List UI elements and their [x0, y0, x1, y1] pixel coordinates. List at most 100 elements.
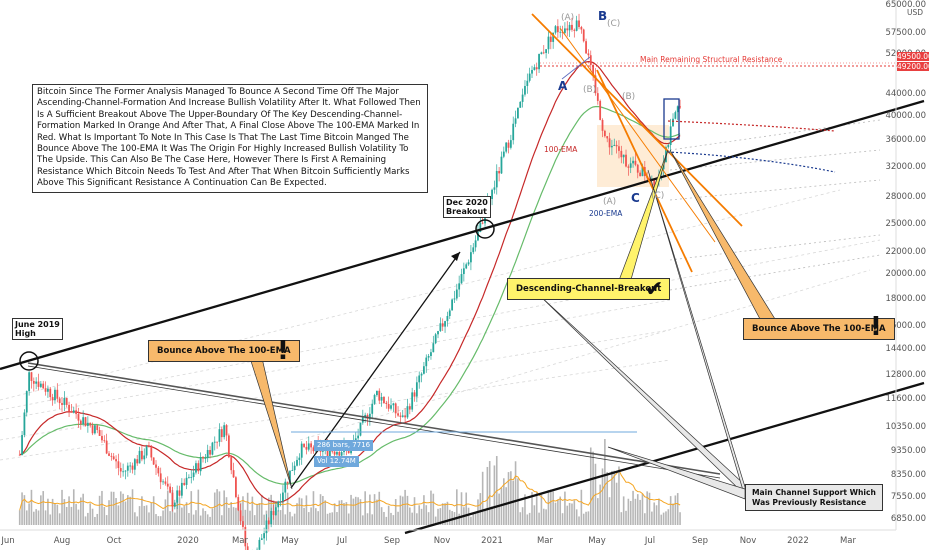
volume-bar: [533, 505, 536, 525]
volume-bar: [178, 497, 181, 525]
candle-body: [528, 73, 531, 81]
candle-body: [192, 472, 195, 478]
volume-bar: [434, 516, 437, 525]
candle-body: [216, 441, 219, 443]
volume-bar: [625, 510, 627, 525]
volume-bar: [103, 506, 106, 525]
candle-body: [56, 389, 59, 399]
candle-body: [561, 31, 564, 33]
candle-body: [138, 450, 141, 464]
candle-body: [30, 372, 33, 382]
volume-bar: [166, 490, 169, 525]
volume-bar: [514, 461, 517, 525]
volume-bar: [44, 510, 47, 525]
candle-body: [63, 397, 66, 405]
candle-body: [415, 382, 418, 397]
volume-bar: [251, 496, 254, 525]
candle-body: [589, 55, 592, 66]
volume-bar: [597, 498, 599, 525]
x-tick-label: 2021: [481, 536, 503, 546]
volume-bar: [662, 512, 665, 525]
candle-body: [235, 477, 237, 498]
ascending-channel-upper: [0, 99, 925, 371]
ema200-projection: [667, 151, 836, 173]
y-axis-ticks: 65000.0057500.0052000.0044000.0040000.00…: [885, 0, 926, 524]
candle-body: [58, 398, 61, 404]
volume-bar: [392, 515, 395, 525]
candle-body: [188, 477, 190, 479]
volume-bar: [98, 495, 101, 525]
volume-bar: [303, 507, 305, 525]
volume-bar: [538, 512, 540, 525]
candle-body: [21, 434, 23, 455]
volume-bar: [190, 491, 193, 525]
candle-body: [578, 20, 580, 28]
volume-bar: [359, 499, 362, 525]
volume-bar: [331, 512, 334, 525]
candle-body: [166, 483, 169, 487]
y-tick-label: 8350.00: [891, 470, 926, 480]
volume-bar: [674, 495, 677, 525]
candle-body: [458, 283, 461, 290]
candle-body: [340, 452, 343, 456]
candle-body: [594, 75, 597, 94]
volume-bar: [383, 511, 385, 525]
y-tick-label: 12800.00: [885, 370, 926, 380]
volume-bar: [28, 503, 30, 525]
candle-body: [202, 457, 204, 459]
x-tick-label: Sep: [384, 536, 400, 546]
candle-body: [117, 461, 120, 469]
y-tick-label: 25000.00: [885, 219, 926, 229]
y-tick-label: 16000.00: [885, 321, 926, 331]
candle-body: [376, 390, 378, 396]
candle-body: [653, 178, 656, 186]
volume-bar: [307, 512, 310, 525]
volume-bar: [112, 491, 115, 525]
x-tick-label: Nov: [434, 536, 451, 546]
candle-body: [267, 520, 270, 525]
volume-bar: [517, 478, 519, 525]
volume-bar: [481, 471, 484, 525]
volume-bar: [148, 512, 150, 525]
candle-body: [129, 465, 132, 467]
volume-bar: [293, 513, 296, 525]
candle-body: [383, 397, 385, 404]
volume-bar: [119, 491, 122, 525]
volume-bar: [352, 498, 355, 525]
candle-body: [72, 410, 75, 413]
volume-bar: [300, 498, 303, 525]
volume-bar: [484, 510, 486, 525]
candle-body: [263, 533, 266, 539]
candle-body: [133, 459, 136, 470]
candle-body: [676, 106, 679, 113]
volume-bar: [669, 496, 672, 525]
volume-bar: [84, 516, 87, 525]
volume-bar: [566, 505, 569, 525]
volume-bar: [458, 513, 460, 525]
x-tick-label: Jul: [644, 536, 655, 546]
candle-body: [625, 154, 627, 167]
candle-body: [37, 381, 40, 387]
volume-bar: [354, 496, 357, 525]
volume-bar: [658, 498, 660, 525]
channel-lines: [0, 13, 925, 535]
grid-guide: [0, 359, 671, 461]
candle-body: [54, 389, 56, 401]
candle-body: [540, 52, 543, 55]
resistance-label: Main Remaining Structural Resistance: [640, 55, 783, 64]
volume-bar: [655, 505, 658, 525]
candle-body: [282, 492, 284, 502]
candle-body: [368, 413, 371, 420]
bounce-above-100ema-left-callout: Bounce Above The 100-EMA: [148, 340, 300, 362]
candle-body: [446, 315, 449, 322]
volume-bar: [244, 509, 247, 525]
candle-body: [296, 459, 298, 466]
volume-bar: [54, 503, 56, 525]
candle-body: [260, 538, 263, 540]
wave-label-wave_C: C: [631, 191, 640, 205]
candle-body: [535, 67, 538, 70]
gray-dotted-projections: [669, 119, 881, 291]
x-tick-label: Nov: [740, 536, 757, 546]
volume-bar: [291, 516, 294, 525]
